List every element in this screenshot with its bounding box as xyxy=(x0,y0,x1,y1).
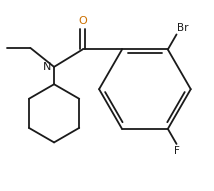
Text: O: O xyxy=(78,16,87,26)
Text: Br: Br xyxy=(177,23,189,32)
Text: N: N xyxy=(43,62,52,72)
Text: F: F xyxy=(174,146,180,156)
